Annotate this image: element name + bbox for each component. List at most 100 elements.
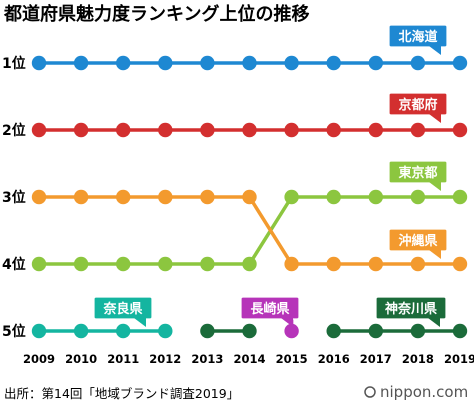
data-point [73,189,89,205]
series-label-tag: 北海道 [388,24,448,55]
data-point [452,122,468,138]
series-label-box [240,296,300,320]
data-point [200,122,215,138]
rank-axis: 1位 2位 3位 4位 5位 [2,55,26,340]
data-point [326,323,341,339]
year-tick-label: 2016 [318,352,350,366]
data-point [368,256,383,272]
data-point [158,189,173,205]
series-label-pointer [429,182,441,191]
series-points [31,55,468,339]
data-point [284,189,299,205]
data-point [326,55,341,71]
data-point [116,323,131,339]
series-label-pointer [428,318,440,327]
rank-label: 2位 [2,122,26,139]
series-label-box [388,92,448,116]
data-point [31,122,47,138]
data-point [31,256,47,272]
year-tick-label: 2019 [444,352,474,366]
series-label-pointer [134,318,146,327]
year-tick-label: 2014 [233,352,265,366]
year-tick-label: 2012 [149,352,181,366]
rank-label: 5位 [2,323,26,340]
data-point [326,122,341,138]
data-point [158,55,173,71]
data-point [326,189,341,205]
data-point [73,323,89,339]
data-point [410,256,426,272]
data-point [452,256,468,272]
series-label-pointer [429,114,441,123]
rank-label: 1位 [2,55,26,72]
data-point [242,122,257,138]
series-label-text: 東京都 [398,165,437,181]
data-point [284,256,299,272]
data-point [116,256,131,272]
data-point [452,323,468,339]
series-label-tag: 沖縄県 [388,228,448,259]
data-point [410,55,426,71]
data-point [73,55,89,71]
series-label-text: 京都府 [398,97,437,113]
data-point [368,55,383,71]
series-label-pointer [281,318,293,327]
series-label-tag: 長崎県 [240,296,300,327]
data-point [326,256,341,272]
data-point [242,55,257,71]
series-label-pointer [429,250,441,259]
series-label-tag: 神奈川県 [375,296,447,327]
year-tick-label: 2015 [276,352,308,366]
series-label-text: 北海道 [398,29,437,45]
year-tick-label: 2009 [23,352,55,366]
data-point [368,189,383,205]
data-point [410,323,426,339]
data-point [31,189,47,205]
year-tick-label: 2011 [107,352,139,366]
brand-logo: nippon.com [364,383,468,401]
series-label-box [388,24,448,48]
data-point [116,189,131,205]
rank-label: 4位 [2,256,26,273]
data-point [200,55,215,71]
year-tick-label: 2010 [65,352,97,366]
data-point [200,189,215,205]
source-note: 出所：第14回「地域ブランド調査2019」 [4,386,239,401]
series-label-pointer [429,46,441,55]
data-point [116,55,131,71]
data-point [73,256,89,272]
series-label-text: 神奈川県 [385,301,437,317]
data-point [242,323,257,339]
data-point [452,189,468,205]
series-label-tag: 奈良県 [93,296,153,327]
year-tick-label: 2013 [191,352,223,366]
year-axis: 2009 2010 2011 2012 2013 2014 2015 2016 2017 2018… [23,352,474,366]
data-point [73,122,89,138]
data-point [116,122,131,138]
series-label-box [93,296,153,320]
data-point [242,256,257,272]
brand-logo-mark [364,386,376,398]
data-point [200,323,215,339]
series-label-text: 奈良県 [102,301,142,317]
data-point [284,323,299,339]
series-label-box [375,296,447,320]
data-point [284,122,299,138]
series-label-tag: 東京都 [388,160,448,191]
data-point [31,323,47,339]
brand-name: nippon.com [380,383,468,401]
data-point [368,122,383,138]
data-point [242,189,257,205]
year-tick-label: 2018 [402,352,434,366]
data-point [158,256,173,272]
series-label-box [388,228,448,252]
series-label-tag: 京都府 [388,92,448,123]
series-label-text: 長崎県 [250,301,289,317]
series-label-box [388,160,448,184]
data-point [200,256,215,272]
year-tick-label: 2017 [360,352,392,366]
data-point [368,323,383,339]
data-point [410,189,426,205]
